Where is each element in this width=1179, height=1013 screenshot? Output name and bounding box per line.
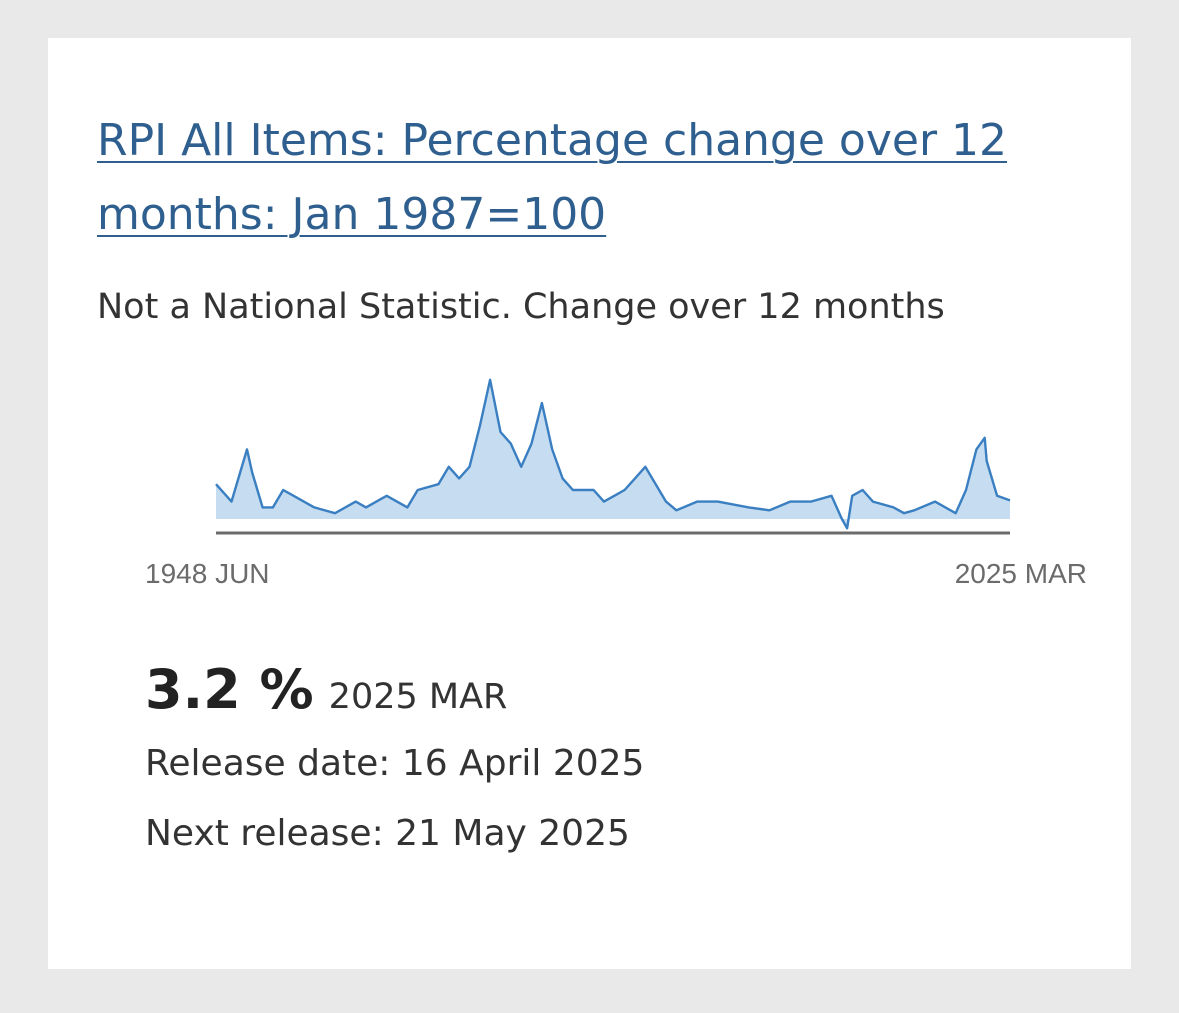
latest-value: 3.2 % xyxy=(145,658,314,721)
statistic-title-link[interactable]: RPI All Items: Percentage change over 12… xyxy=(97,115,1008,240)
x-axis-start-label: 1948 JUN xyxy=(145,558,270,589)
statistic-subtitle: Not a National Statistic. Change over 12… xyxy=(97,287,945,327)
x-axis-end-label: 2025 MAR xyxy=(954,558,1087,589)
sparkline-area xyxy=(216,379,1010,529)
latest-period: 2025 MAR xyxy=(328,677,508,717)
latest-value-row: 3.2 % 2025 MAR xyxy=(145,658,507,721)
sparkline-line xyxy=(215,378,1011,530)
release-date: Release date: 16 April 2025 xyxy=(145,743,645,784)
next-release: Next release: 21 May 2025 xyxy=(145,813,630,854)
statistic-card: RPI All Items: Percentage change over 12… xyxy=(48,38,1131,969)
